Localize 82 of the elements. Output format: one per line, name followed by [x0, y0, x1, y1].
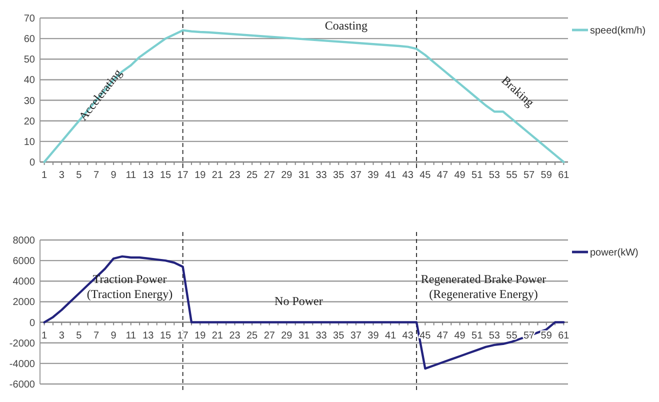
x-tick-label: 27	[264, 330, 276, 342]
x-tick-label: 25	[246, 170, 258, 181]
x-tick-label: 39	[368, 170, 380, 181]
x-tick-label: 37	[350, 330, 362, 342]
x-tick-label: 19	[194, 330, 206, 342]
x-tick-label: 3	[58, 170, 65, 181]
x-tick-label: 59	[540, 330, 552, 342]
x-tick-label: 33	[316, 170, 328, 181]
x-tick-label: 43	[402, 170, 414, 181]
x-tick-label: 41	[384, 170, 397, 181]
x-tick-label: 3	[58, 330, 65, 342]
x-tick-label: 11	[126, 330, 137, 342]
x-tick-label: 29	[281, 170, 293, 181]
annotation: Coasting	[324, 18, 368, 33]
x-tick-label: 49	[454, 170, 466, 181]
x-tick-label: 9	[110, 330, 117, 342]
legend-label: speed(km/h)	[590, 26, 646, 36]
y-tick-label: 10	[24, 136, 36, 148]
x-tick-label: 1	[42, 330, 48, 342]
y-tick-label: 20	[24, 116, 36, 128]
annotation: Regenerated Brake Power (Regenerative Energy)	[420, 272, 546, 302]
x-tick-label: 17	[177, 170, 189, 181]
x-tick-label: 13	[142, 330, 154, 342]
y-tick-label: 8000	[12, 236, 36, 246]
x-tick-label: 55	[506, 170, 518, 181]
x-tick-label: 11	[126, 170, 137, 181]
x-tick-label: 23	[229, 170, 241, 181]
x-tick-label: 31	[298, 330, 310, 342]
x-tick-label: 23	[229, 330, 241, 342]
x-tick-label: 51	[472, 170, 484, 181]
x-tick-label: 25	[246, 330, 258, 342]
x-tick-label: 9	[110, 170, 117, 181]
annotation: Traction Power (Traction Energy)	[86, 272, 173, 302]
x-tick-label: 37	[350, 170, 362, 181]
x-tick-label: 51	[472, 330, 484, 342]
y-tick-label: 4000	[12, 276, 36, 288]
x-tick-label: 45	[420, 170, 432, 181]
x-tick-label: 35	[333, 170, 345, 181]
x-tick-label: 31	[298, 170, 310, 181]
x-tick-label: 5	[76, 330, 82, 342]
x-tick-label: 53	[488, 170, 500, 181]
y-tick-label: 0	[29, 318, 36, 329]
y-tick-label: 0	[29, 158, 36, 168]
legend-label: power(kW)	[590, 248, 638, 258]
y-tick-label: -2000	[9, 338, 36, 350]
x-tick-label: 49	[454, 330, 466, 342]
x-tick-label: 47	[436, 330, 448, 342]
y-tick-label: -4000	[9, 358, 36, 370]
x-tick-label: 39	[368, 330, 380, 342]
x-tick-label: 43	[402, 330, 414, 342]
y-tick-label: 30	[24, 96, 36, 107]
x-tick-label: 19	[194, 170, 206, 181]
y-tick-label: 60	[24, 34, 36, 46]
x-tick-label: 17	[177, 330, 189, 342]
x-tick-label: 15	[160, 170, 172, 181]
x-tick-label: 21	[212, 330, 224, 342]
y-tick-label: -6000	[9, 380, 36, 390]
x-tick-label: 59	[540, 170, 552, 181]
y-tick-label: 70	[24, 14, 36, 24]
y-tick-label: 50	[24, 54, 36, 66]
x-tick-label: 61	[558, 170, 570, 181]
x-tick-label: 47	[436, 170, 448, 181]
x-tick-label: 21	[212, 170, 224, 181]
x-tick-label: 55	[506, 330, 518, 342]
x-tick-label: 29	[281, 330, 293, 342]
y-tick-label: 40	[24, 75, 36, 86]
x-tick-label: 57	[523, 170, 536, 181]
y-tick-label: 6000	[12, 256, 36, 268]
y-tick-label: 2000	[12, 297, 36, 308]
x-tick-label: 7	[93, 330, 100, 342]
x-tick-label: 33	[316, 330, 328, 342]
x-tick-label: 5	[76, 170, 82, 181]
x-tick-label: 1	[42, 170, 48, 181]
x-tick-label: 13	[142, 170, 154, 181]
x-tick-label: 35	[333, 330, 345, 342]
x-tick-label: 53	[488, 330, 500, 342]
x-tick-label: 7	[93, 170, 100, 181]
x-tick-label: 27	[264, 170, 276, 181]
x-tick-label: 15	[160, 330, 172, 342]
x-tick-label: 41	[384, 330, 397, 342]
x-tick-label: 61	[558, 330, 570, 342]
annotation: No Power	[274, 294, 323, 308]
